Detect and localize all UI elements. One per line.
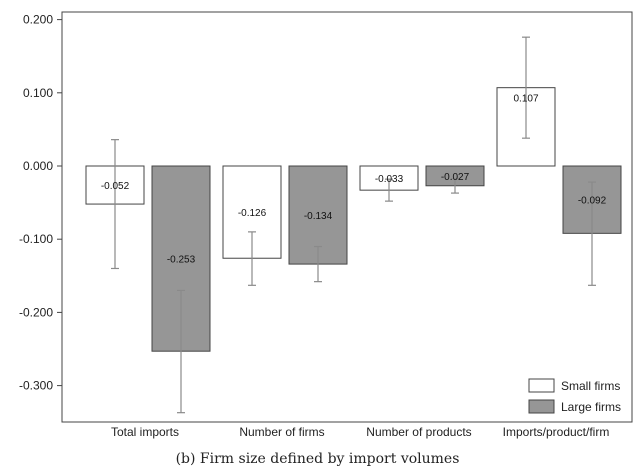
x-tick-label: Number of products <box>366 425 471 439</box>
y-tick-label: -0.100 <box>19 232 53 246</box>
y-tick-label: -0.200 <box>19 305 53 319</box>
x-tick-label: Total imports <box>111 425 179 439</box>
figure-caption: (b) Firm size defined by import volumes <box>175 451 460 467</box>
data-label: -0.033 <box>375 174 404 185</box>
legend-label: Large firms <box>561 400 621 414</box>
data-label: 0.107 <box>513 94 538 105</box>
data-label: -0.052 <box>101 181 130 192</box>
data-label: -0.126 <box>238 208 267 219</box>
y-axis: 0.200 0.100 0.000 -0.100 -0.200 -0.300 <box>19 13 62 393</box>
bars <box>85 36 622 414</box>
y-tick-label: -0.300 <box>19 379 53 393</box>
data-label: -0.027 <box>441 172 470 183</box>
legend: Small firms Large firms <box>528 378 621 414</box>
legend-label: Small firms <box>561 379 620 393</box>
y-tick-label: 0.100 <box>23 86 53 100</box>
y-tick-label: 0.200 <box>23 13 53 27</box>
data-label: -0.092 <box>578 196 607 207</box>
bar-chart: 0.200 0.100 0.000 -0.100 -0.200 -0.300 -0.052… <box>19 11 633 439</box>
plot-frame <box>61 11 633 423</box>
x-tick-label: Imports/product/firm <box>503 425 610 439</box>
y-tick-label: 0.000 <box>23 159 53 173</box>
x-axis-labels: Total imports Number of firms Number of pr… <box>111 425 609 439</box>
data-labels: -0.052 -0.126 -0.033 0.107 -0.253 -0.134 -0.02… <box>101 94 607 266</box>
legend-swatch-large <box>528 399 555 414</box>
x-tick-label: Number of firms <box>239 425 324 439</box>
data-label: -0.253 <box>167 255 196 266</box>
legend-swatch-small <box>528 378 555 393</box>
data-label: -0.134 <box>304 211 333 222</box>
